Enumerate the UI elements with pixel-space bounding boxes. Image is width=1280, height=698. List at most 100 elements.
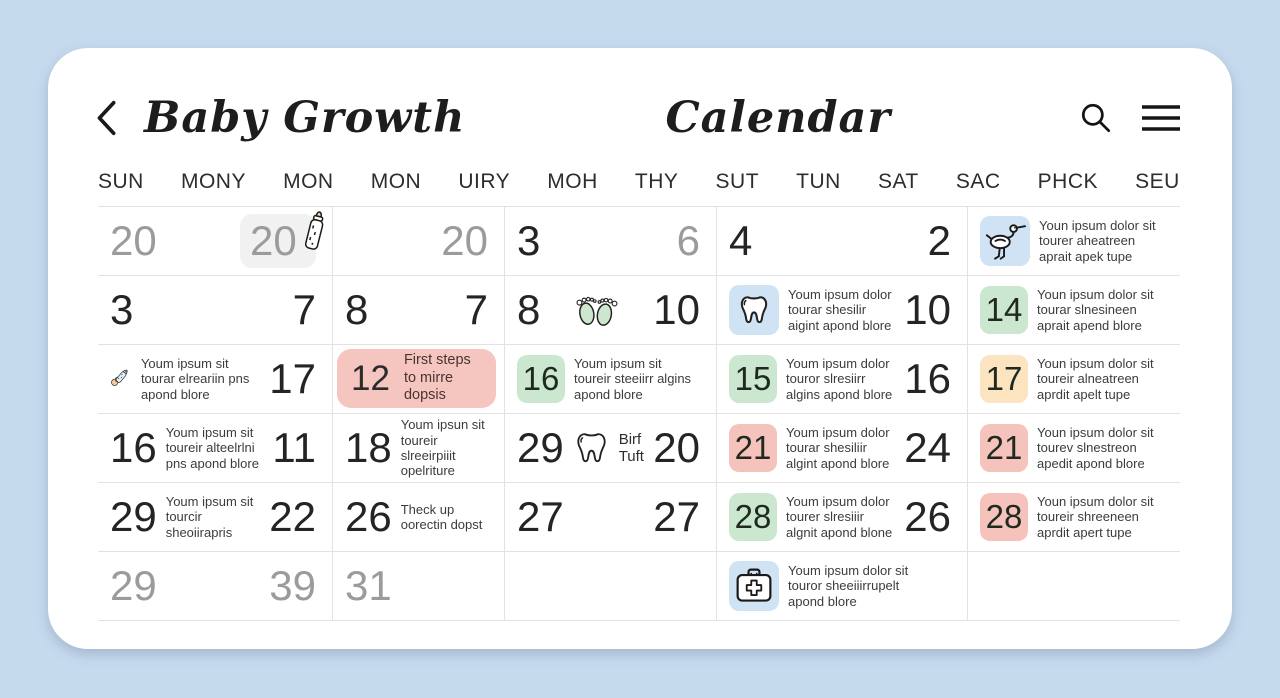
- day-number: 29: [517, 424, 564, 471]
- calendar-cell[interactable]: 29 39: [98, 552, 332, 621]
- calendar-cell[interactable]: 18 Youm ipsun sit toureir slreeirpiiit o…: [332, 414, 504, 483]
- event-text: Youm ipsum dolor tourar shesiliir algint…: [786, 425, 890, 471]
- day-number: 26: [345, 493, 392, 540]
- event-text: Youm ipsum sit tourcir sheoiirapris: [165, 494, 254, 540]
- day-badge[interactable]: 21: [980, 424, 1028, 472]
- day-badge[interactable]: 16: [517, 355, 565, 403]
- first-aid-kit-icon: [729, 561, 779, 611]
- day-number: 26: [904, 493, 951, 540]
- calendar-cell[interactable]: 29 Youm ipsum sit tourcir sheoiirapris 2…: [98, 483, 332, 552]
- weekday-label: MON: [283, 170, 334, 193]
- day-number: 17: [269, 355, 316, 402]
- calendar-cell[interactable]: 16 Youm ipsum sit toureir alteelrlni pns…: [98, 414, 332, 483]
- day-badge[interactable]: 17: [980, 355, 1028, 403]
- search-icon[interactable]: [1078, 100, 1114, 136]
- weekday-label: MON: [370, 170, 422, 193]
- day-number: 20: [250, 217, 297, 264]
- event-text: Youm ipsum sit tourar elreariin pns apon…: [140, 356, 250, 402]
- calendar-cell[interactable]: 20 20: [98, 207, 332, 276]
- event-text: Youm ipsun sit toureir slreeirpiiit opel…: [400, 417, 485, 479]
- calendar-cell[interactable]: 14 Youn ipsum dolor sit tourar slnesinee…: [967, 276, 1180, 345]
- day-number: 4: [729, 217, 753, 264]
- calendar-cell[interactable]: 27 27: [504, 483, 716, 552]
- calendar-cell[interactable]: 15 Youm ipsum dolor touror slresiirr alg…: [716, 345, 967, 414]
- day-number: 8: [517, 286, 541, 333]
- weekday-label: SUN: [98, 170, 144, 193]
- calendar-cell[interactable]: 20: [332, 207, 504, 276]
- calendar-cell[interactable]: Youm ipsum dolor tourar shesilir aigint …: [716, 276, 967, 345]
- calendar-cell[interactable]: 29 Birf Tuft 20: [504, 414, 716, 483]
- day-number: 22: [269, 493, 316, 540]
- day-number: 7: [292, 286, 316, 333]
- calendar-cell[interactable]: 28 Youm ipsum dolor tourer slresiiir alg…: [716, 483, 967, 552]
- day-number: 27: [517, 493, 564, 540]
- event-text: Youm ipsum sit toureir steeiirr algins a…: [574, 356, 692, 402]
- calendar-cell[interactable]: 26 Theck up oorectin dopst: [332, 483, 504, 552]
- selected-day[interactable]: 20: [240, 211, 324, 268]
- header-actions: [1078, 100, 1182, 136]
- header: Baby Growth Calendar: [97, 92, 1182, 144]
- calendar-cell[interactable]: 28 Youn ipsum dolor sit toureir shreenee…: [967, 483, 1180, 552]
- day-number: 18: [345, 424, 392, 471]
- event-text: Youm ipsum dolor sit touror sheeiiirrupe…: [788, 563, 909, 609]
- calendar-card: Baby Growth Calendar SUN MONY MON MON UI…: [48, 48, 1232, 649]
- day-number: 24: [904, 424, 951, 471]
- day-badge[interactable]: 15: [729, 355, 777, 403]
- calendar-cell[interactable]: 4 2: [716, 207, 967, 276]
- calendar-cell[interactable]: 21 Youn ipsum dolor sit tourev slnestreo…: [967, 414, 1180, 483]
- event-text: Youn ipsum dolor sit tourev slnestreon a…: [1037, 425, 1154, 471]
- day-number: 29: [110, 493, 157, 540]
- calendar-cell[interactable]: Youm ipsum dolor sit touror sheeiiirrupe…: [716, 552, 967, 621]
- day-number: 8: [345, 286, 369, 333]
- day-number: 20: [441, 217, 488, 264]
- calendar-cell-empty[interactable]: [967, 552, 1180, 621]
- page-title: Baby Growth: [144, 93, 466, 143]
- event-first-steps[interactable]: 12 First steps to mirre dopsis: [337, 349, 496, 408]
- day-number: 31: [345, 562, 392, 609]
- back-chevron-icon[interactable]: [94, 98, 118, 138]
- day-badge[interactable]: 28: [729, 493, 777, 541]
- calendar-cell[interactable]: 31: [332, 552, 504, 621]
- footprints-icon: [576, 296, 618, 326]
- weekday-label: PHCK: [1037, 170, 1099, 193]
- weekday-header-row: SUN MONY MON MON UIRY MOH THY SUT TUN SA…: [98, 170, 1180, 194]
- calendar-cell[interactable]: 3 6: [504, 207, 716, 276]
- day-number: 39: [269, 562, 316, 609]
- tooth-icon: [577, 433, 606, 463]
- day-number: 29: [110, 562, 157, 609]
- day-number: 3: [517, 217, 541, 264]
- weekday-label: UIRY: [458, 170, 511, 193]
- event-text: Theck up oorectin dopst: [400, 501, 483, 532]
- weekday-label: SAC: [955, 170, 1001, 193]
- day-badge[interactable]: 14: [980, 286, 1028, 334]
- event-text: First steps to mirre dopsis: [403, 352, 471, 404]
- day-number: 16: [904, 355, 951, 402]
- calendar-cell[interactable]: 17 Youn ipsum dolor sit toureir alneatre…: [967, 345, 1180, 414]
- weekday-label: SUT: [715, 170, 760, 193]
- calendar-cell[interactable]: 12 First steps to mirre dopsis: [332, 345, 504, 414]
- calendar-cell-empty[interactable]: [504, 552, 716, 621]
- calendar-cell[interactable]: 8 10: [504, 276, 716, 345]
- weekday-label: THY: [634, 170, 679, 193]
- menu-icon[interactable]: [1140, 103, 1182, 133]
- event-text: Youn ipsum dolor sit tourer aheatreen ap…: [1039, 218, 1156, 264]
- day-number: 3: [110, 286, 134, 333]
- weekday-label: MONY: [180, 170, 246, 193]
- event-text: Youm ipsum sit toureir alteelrlni pns ap…: [165, 425, 259, 471]
- calendar-cell[interactable]: 21 Youm ipsum dolor tourar shesiliir alg…: [716, 414, 967, 483]
- weekday-label: SEU: [1135, 170, 1180, 193]
- event-text: Youn ipsum dolor sit tourar slnesineen a…: [1037, 287, 1154, 333]
- day-number: 16: [110, 424, 157, 471]
- calendar-cell[interactable]: 3 7: [98, 276, 332, 345]
- day-badge[interactable]: 28: [980, 493, 1028, 541]
- calendar-cell[interactable]: 8 7: [332, 276, 504, 345]
- day-number: 10: [904, 286, 951, 333]
- day-badge[interactable]: 21: [729, 424, 777, 472]
- tooth-icon: [729, 285, 779, 335]
- calendar-cell[interactable]: 16 Youm ipsum sit toureir steeiirr algin…: [504, 345, 716, 414]
- day-number: 12: [351, 358, 390, 398]
- calendar-cell[interactable]: Youn ipsum dolor sit tourer aheatreen ap…: [967, 207, 1180, 276]
- calendar-cell[interactable]: Youm ipsum sit tourar elreariin pns apon…: [98, 345, 332, 414]
- day-number: 20: [653, 424, 700, 471]
